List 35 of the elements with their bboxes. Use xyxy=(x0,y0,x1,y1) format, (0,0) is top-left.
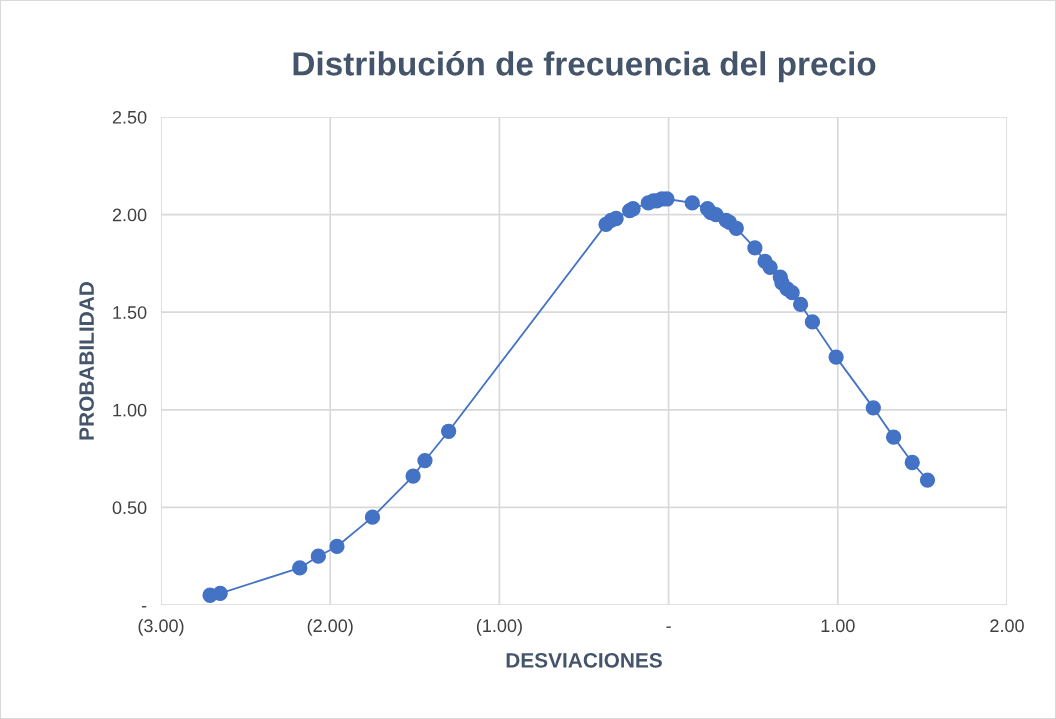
point xyxy=(728,220,744,236)
y-axis-title: PROBABILIDAD xyxy=(79,282,94,440)
point xyxy=(792,296,809,313)
point xyxy=(919,472,936,488)
x-tick-label: (3.00) xyxy=(138,618,184,636)
point xyxy=(904,454,920,471)
point xyxy=(364,509,381,525)
x-tick-label: (1.00) xyxy=(476,618,522,636)
x-tick-label: (2.00) xyxy=(307,618,353,636)
point xyxy=(292,560,308,576)
chart-title: Distribución de frecuencia del precio xyxy=(293,50,876,83)
point xyxy=(747,240,763,256)
x-tick-label: 1.00 xyxy=(821,619,855,633)
point xyxy=(784,285,800,301)
y-tick-label: 2.00 xyxy=(112,208,147,222)
point xyxy=(310,548,326,564)
point xyxy=(828,349,844,365)
y-tick-label: 1.00 xyxy=(113,403,147,417)
point xyxy=(405,468,421,484)
y-tick-label: 0.50 xyxy=(112,501,147,515)
point xyxy=(762,259,778,275)
x-axis-title: DESVIACIONES xyxy=(506,652,662,668)
point xyxy=(212,585,228,601)
point xyxy=(804,314,821,330)
y-tick-label: - xyxy=(141,606,147,608)
y-tick-label: 1.50 xyxy=(113,306,147,319)
point xyxy=(329,538,345,555)
point xyxy=(441,423,457,439)
y-tick-label: 2.50 xyxy=(112,110,147,124)
point xyxy=(684,195,700,211)
x-tick-label: 2.00 xyxy=(990,619,1024,633)
point xyxy=(865,400,881,416)
point xyxy=(885,429,902,445)
x-tick-label: - xyxy=(666,626,671,628)
point xyxy=(417,452,433,469)
